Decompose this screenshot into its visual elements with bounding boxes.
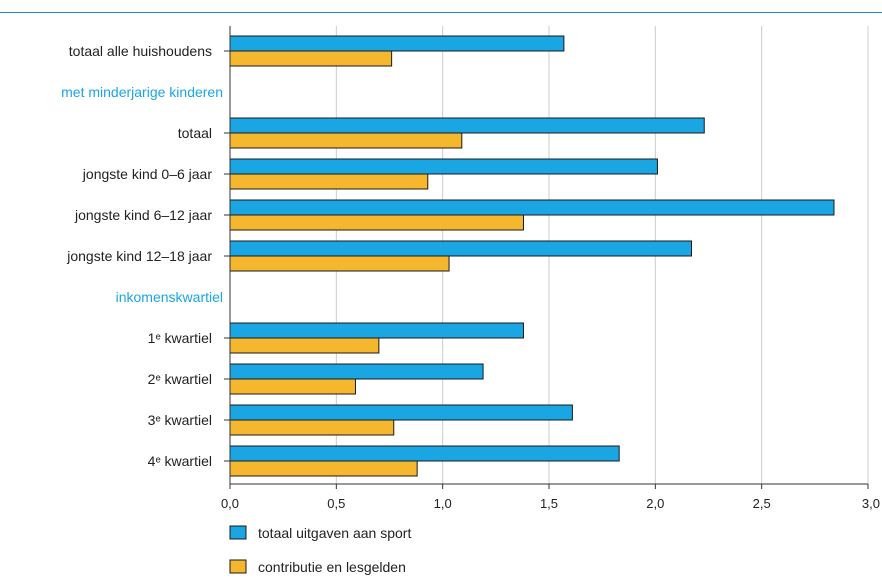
bar-total-sport bbox=[229, 363, 484, 380]
x-tick-label: 0,0 bbox=[221, 496, 239, 511]
category-labels: totaal alle huishoudens met minderjarige … bbox=[61, 43, 223, 469]
bar-total-sport bbox=[229, 445, 620, 462]
legend-swatch bbox=[229, 525, 247, 540]
legend-swatch bbox=[229, 559, 247, 574]
x-tick-label: 1,5 bbox=[540, 496, 558, 511]
x-tick-label: 3,0 bbox=[862, 496, 880, 511]
bar-total-sport bbox=[229, 404, 573, 421]
bar-contributie bbox=[229, 50, 393, 67]
legend: totaal uitgaven aan sport contributie en … bbox=[229, 525, 411, 575]
x-tick-label: 1,0 bbox=[434, 496, 452, 511]
bars bbox=[229, 35, 835, 477]
category-label: 2ᵉ kwartiel bbox=[148, 371, 212, 387]
bar-contributie bbox=[229, 214, 524, 231]
category-label: totaal alle huishoudens bbox=[69, 43, 212, 59]
category-label: jongste kind 12–18 jaar bbox=[66, 248, 212, 264]
x-tick-label: 0,5 bbox=[327, 496, 345, 511]
x-tick-label: 2,0 bbox=[646, 496, 664, 511]
bar-contributie bbox=[229, 337, 380, 354]
bar-total-sport bbox=[229, 199, 835, 216]
category-label: totaal bbox=[178, 125, 212, 141]
bar-contributie bbox=[229, 378, 356, 395]
bar-total-sport bbox=[229, 158, 658, 175]
bar-contributie bbox=[229, 460, 418, 477]
category-label: jongste kind 0–6 jaar bbox=[82, 166, 213, 182]
bar-total-sport bbox=[229, 322, 524, 339]
top-rule bbox=[0, 12, 882, 13]
category-label: jongste kind 6–12 jaar bbox=[74, 207, 212, 223]
legend-label: totaal uitgaven aan sport bbox=[258, 525, 411, 541]
legend-label: contributie en lesgelden bbox=[258, 559, 406, 575]
bar-total-sport bbox=[229, 117, 705, 134]
x-axis: 0,0 0,5 1,0 1,5 2,0 2,5 3,0 bbox=[221, 26, 880, 511]
bar-total-sport bbox=[229, 35, 565, 52]
bar-contributie bbox=[229, 132, 463, 149]
group-label: inkomenskwartiel bbox=[116, 289, 223, 305]
bar-contributie bbox=[229, 255, 450, 272]
bar-total-sport bbox=[229, 240, 692, 257]
bar-contributie bbox=[229, 419, 395, 436]
x-tick-label: 2,5 bbox=[753, 496, 771, 511]
category-label: 3ᵉ kwartiel bbox=[148, 412, 212, 428]
category-label: 1ᵉ kwartiel bbox=[148, 330, 212, 346]
bar-contributie bbox=[229, 173, 429, 190]
group-label: met minderjarige kinderen bbox=[61, 84, 223, 100]
category-label: 4ᵉ kwartiel bbox=[148, 453, 212, 469]
